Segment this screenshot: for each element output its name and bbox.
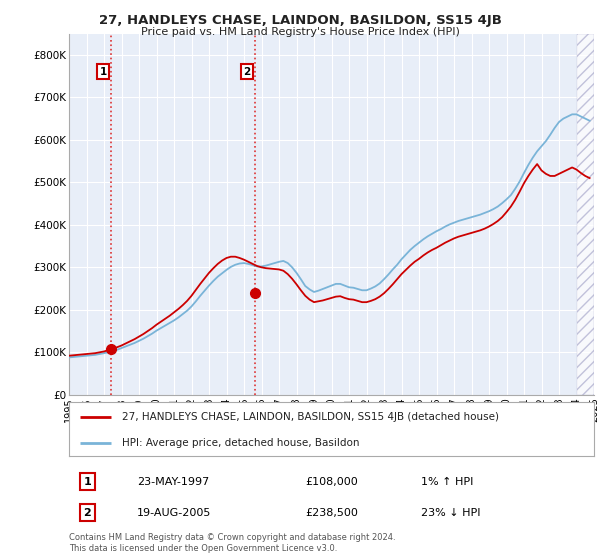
Text: 27, HANDLEYS CHASE, LAINDON, BASILDON, SS15 4JB (detached house): 27, HANDLEYS CHASE, LAINDON, BASILDON, S… bbox=[121, 412, 499, 422]
Text: Price paid vs. HM Land Registry's House Price Index (HPI): Price paid vs. HM Land Registry's House … bbox=[140, 27, 460, 37]
Text: HPI: Average price, detached house, Basildon: HPI: Average price, detached house, Basi… bbox=[121, 438, 359, 447]
Text: 1: 1 bbox=[83, 477, 91, 487]
Text: 23% ↓ HPI: 23% ↓ HPI bbox=[421, 508, 480, 517]
Text: 2: 2 bbox=[83, 508, 91, 517]
Text: 27, HANDLEYS CHASE, LAINDON, BASILDON, SS15 4JB: 27, HANDLEYS CHASE, LAINDON, BASILDON, S… bbox=[98, 14, 502, 27]
Text: 1: 1 bbox=[100, 67, 107, 77]
Text: 2: 2 bbox=[244, 67, 251, 77]
Text: 19-AUG-2005: 19-AUG-2005 bbox=[137, 508, 212, 517]
Text: 23-MAY-1997: 23-MAY-1997 bbox=[137, 477, 209, 487]
Text: 1% ↑ HPI: 1% ↑ HPI bbox=[421, 477, 473, 487]
Text: £108,000: £108,000 bbox=[305, 477, 358, 487]
Text: £238,500: £238,500 bbox=[305, 508, 358, 517]
Text: Contains HM Land Registry data © Crown copyright and database right 2024.
This d: Contains HM Land Registry data © Crown c… bbox=[69, 533, 395, 553]
